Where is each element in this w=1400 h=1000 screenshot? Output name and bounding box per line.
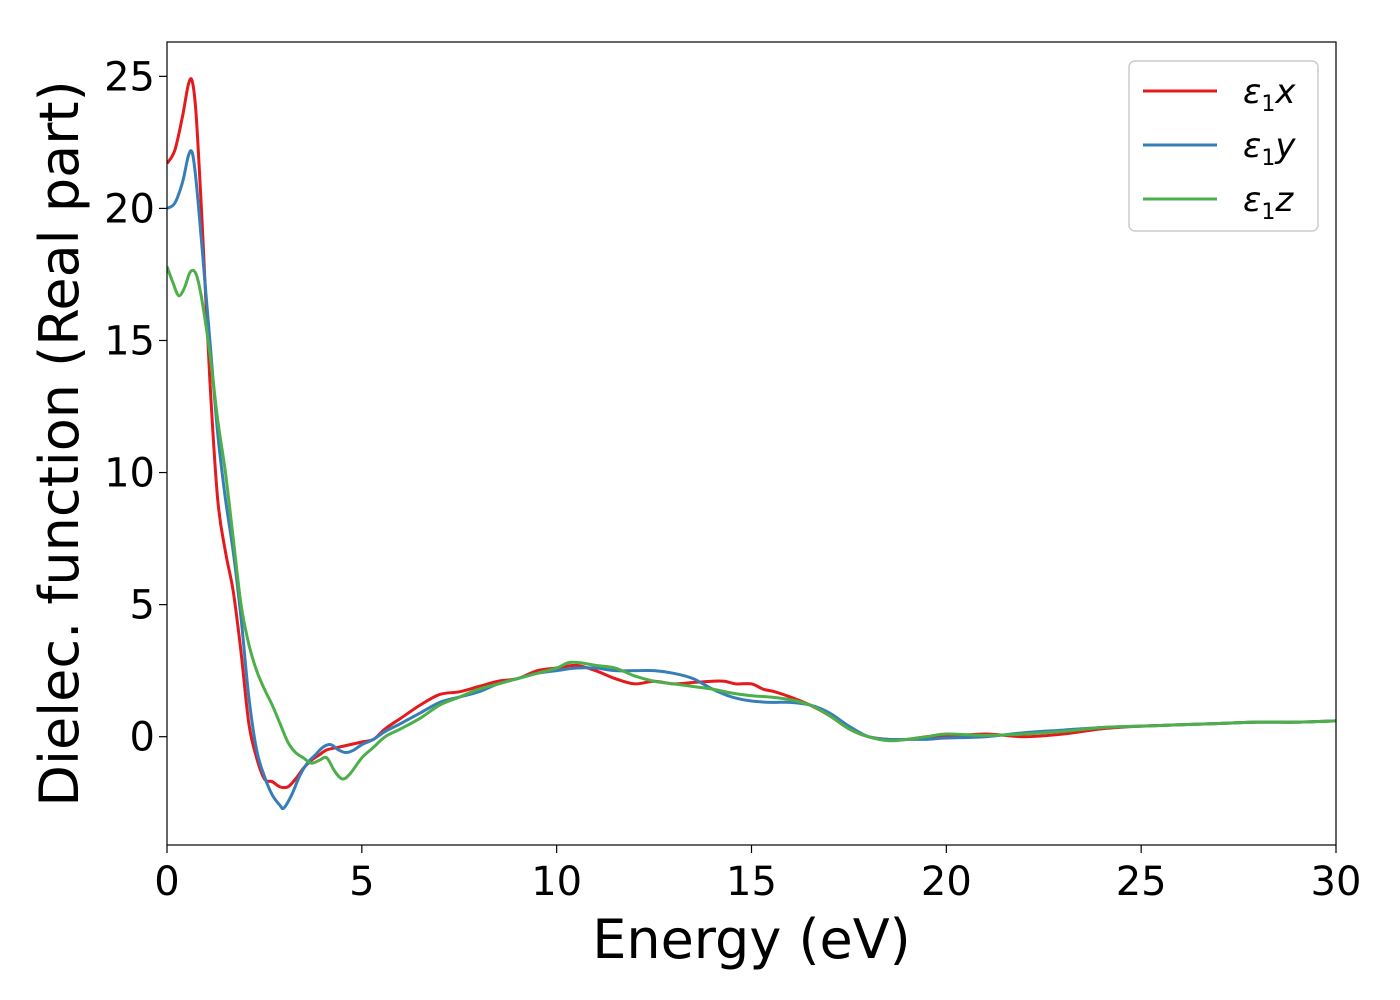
y-tick-label: 10 bbox=[104, 451, 155, 497]
series-line-y bbox=[167, 149, 1336, 811]
ticks-layer: 0 5 10 15 20 25 30 0 5 10 15 20 25 bbox=[104, 54, 1361, 905]
y-tick-label: 20 bbox=[104, 186, 155, 232]
y-tick-label: 5 bbox=[130, 583, 155, 629]
legend-label-subscript: 1 bbox=[1261, 146, 1275, 171]
x-axis-label: Energy (eV) bbox=[592, 908, 911, 971]
y-tick-label: 15 bbox=[104, 318, 155, 364]
legend-label-base: ε bbox=[1243, 126, 1261, 166]
legend-label-subscript: 1 bbox=[1261, 92, 1275, 117]
x-tick-label: 5 bbox=[349, 859, 374, 905]
legend-label-base: ε bbox=[1243, 72, 1261, 112]
legend-label-x: ε1x bbox=[1243, 72, 1296, 117]
plot-frame bbox=[166, 41, 1337, 846]
series-layer bbox=[167, 77, 1336, 811]
legend-label-suffix: x bbox=[1274, 72, 1296, 112]
x-tick-label: 15 bbox=[726, 859, 777, 905]
y-tick-label: 0 bbox=[130, 715, 155, 761]
legend-label-y: ε1y bbox=[1243, 126, 1296, 171]
legend-label-z: ε1z bbox=[1243, 180, 1294, 225]
legend-label-subscript: 1 bbox=[1261, 200, 1275, 225]
x-tick-label: 25 bbox=[1116, 859, 1167, 905]
legend-box bbox=[1128, 60, 1319, 232]
y-tick-label: 25 bbox=[104, 54, 155, 100]
legend-label-suffix: y bbox=[1274, 126, 1296, 166]
legend-label-base: ε bbox=[1243, 180, 1261, 220]
x-tick-label: 0 bbox=[154, 859, 179, 905]
legend-label-suffix: z bbox=[1274, 180, 1294, 220]
y-axis-label: Dielec. function (Real part) bbox=[28, 80, 91, 806]
x-tick-label: 30 bbox=[1311, 859, 1362, 905]
x-tick-label: 20 bbox=[921, 859, 972, 905]
series-line-z bbox=[167, 266, 1336, 781]
x-tick-label: 10 bbox=[531, 859, 582, 905]
